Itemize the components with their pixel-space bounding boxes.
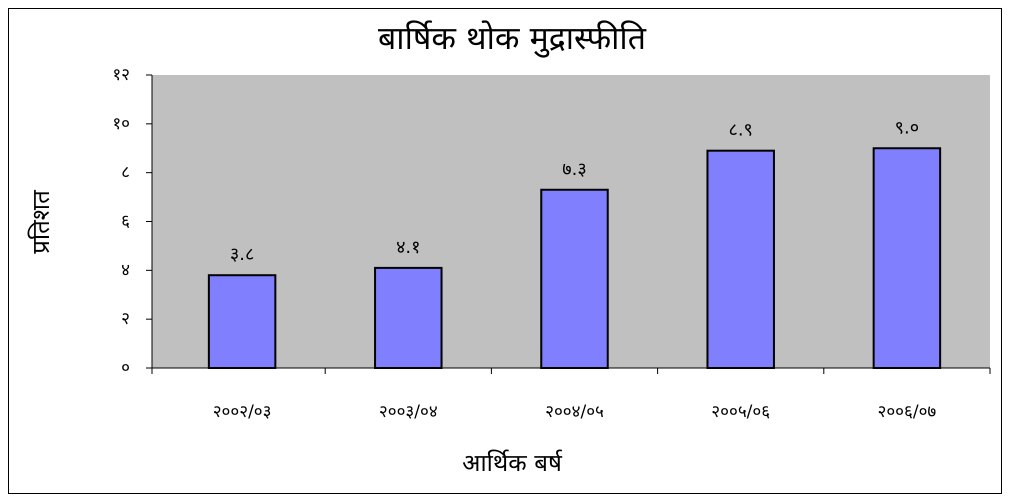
chart-title: बार्षिक थोक मुद्रास्फीति <box>378 19 647 58</box>
y-axis-label: प्रतिशत <box>27 189 55 254</box>
x-tick-label: २००३/०४ <box>379 402 438 422</box>
y-tick-label: १२ <box>112 65 130 85</box>
bar <box>540 188 609 369</box>
y-tick-label: ६ <box>121 212 130 232</box>
bar <box>706 149 775 369</box>
x-tick-label: २००६/०७ <box>878 402 937 422</box>
x-tick-label: २००२/०३ <box>213 402 272 422</box>
data-label: ३.८ <box>230 244 254 265</box>
y-tick-label: ८ <box>121 163 130 183</box>
bar <box>872 147 942 369</box>
x-tick-label: २००४/०५ <box>545 402 604 422</box>
data-label: ४.१ <box>396 237 420 258</box>
bar <box>207 274 277 370</box>
y-tick-label: ० <box>121 358 130 378</box>
y-tick-label: १० <box>112 114 130 134</box>
x-axis-label: आर्थिक बर्ष <box>462 449 563 477</box>
data-label: ९.० <box>895 117 919 138</box>
x-tick-label: २००५/०६ <box>711 402 770 422</box>
data-label: ७.३ <box>562 159 586 180</box>
y-tick-label: २ <box>121 309 130 329</box>
data-label: ८.९ <box>728 120 752 141</box>
bar <box>374 266 443 369</box>
y-tick-label: ४ <box>121 260 130 280</box>
